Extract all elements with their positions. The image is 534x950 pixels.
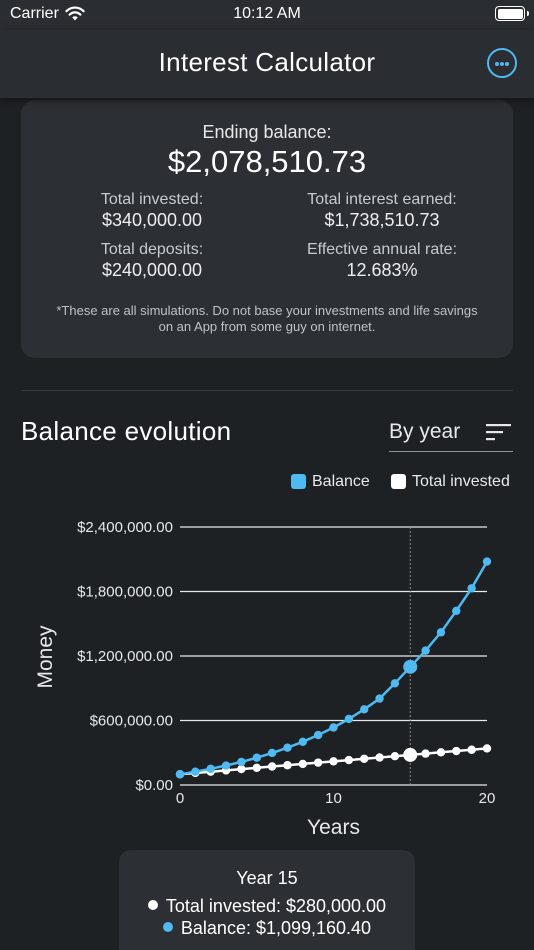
tooltip-invested-text: Total invested: $280,000.00 bbox=[165, 896, 387, 916]
invested-point bbox=[344, 755, 354, 765]
balance-point bbox=[375, 694, 384, 703]
invested-point bbox=[390, 751, 400, 761]
balance-point bbox=[298, 737, 307, 746]
balance-point bbox=[403, 659, 418, 674]
y-tick-label: $0.00 bbox=[135, 777, 173, 794]
y-tick-label: $2,400,000.00 bbox=[77, 519, 173, 536]
effective-rate-label: Effective annual rate: bbox=[306, 241, 458, 258]
summary-card: Ending balance: $2,078,510.73 Total inve… bbox=[21, 100, 513, 358]
legend-balance-swatch bbox=[291, 474, 306, 489]
y-tick-label: $1,200,000.00 bbox=[77, 648, 173, 665]
legend-balance[interactable]: Balance bbox=[291, 473, 381, 491]
invested-point bbox=[421, 749, 430, 758]
ending-balance-label: Ending balance: bbox=[202, 122, 332, 142]
legend-invested-swatch bbox=[391, 474, 406, 489]
y-tick-label: $1,800,000.00 bbox=[77, 584, 173, 601]
x-tick-label: 20 bbox=[479, 790, 496, 807]
section-divider bbox=[21, 390, 513, 391]
total-invested-value: $340,000.00 bbox=[101, 210, 203, 230]
invested-point bbox=[298, 759, 307, 769]
invested-dot-icon bbox=[147, 900, 158, 910]
status-bar: Carrier 10:12 AM bbox=[0, 0, 534, 30]
balance-point bbox=[436, 628, 446, 637]
chart-tooltip: Year 15 Total invested: $280,000.00 Bala… bbox=[119, 850, 415, 950]
y-axis-title: Money bbox=[34, 625, 57, 689]
invested-point bbox=[237, 764, 246, 774]
period-label: By year bbox=[389, 420, 461, 443]
invested-point bbox=[375, 753, 384, 762]
balance-point bbox=[191, 767, 200, 776]
balance-point bbox=[467, 584, 476, 593]
effective-rate-value: 12.683% bbox=[346, 260, 418, 280]
x-tick-label: 0 bbox=[176, 790, 184, 807]
x-tick-label: 10 bbox=[325, 790, 342, 807]
balance-point bbox=[360, 705, 369, 714]
balance-point bbox=[390, 679, 400, 688]
legend-invested[interactable]: Total invested bbox=[391, 473, 516, 491]
legend-invested-label: Total invested bbox=[412, 473, 510, 490]
disclaimer-line-1: *These are all simulations. Do not base … bbox=[56, 303, 478, 318]
period-selector[interactable]: By year bbox=[389, 420, 513, 452]
balance-chart[interactable]: $0.00 $600,000.00 $1,200,000.00 $1,800,000.… bbox=[0, 500, 534, 845]
carrier-label: Carrier bbox=[10, 5, 59, 22]
series-line-balance bbox=[179, 560, 489, 776]
page-title: Interest Calculator bbox=[158, 47, 376, 77]
invested-point bbox=[482, 744, 492, 753]
tooltip-title: Year 15 bbox=[236, 868, 298, 888]
balance-point bbox=[421, 646, 430, 655]
balance-point bbox=[237, 757, 246, 767]
balance-point bbox=[175, 770, 185, 779]
balance-dot-icon bbox=[162, 922, 173, 932]
balance-point bbox=[267, 748, 277, 758]
ending-balance-value: $2,078,510.73 bbox=[167, 144, 367, 179]
sort-icon bbox=[486, 424, 511, 441]
balance-point bbox=[452, 606, 461, 616]
nav-bar: Interest Calculator bbox=[0, 30, 534, 98]
tooltip-balance-text: Balance: $1,099,160.40 bbox=[180, 918, 372, 938]
invested-point bbox=[467, 745, 476, 754]
invested-point bbox=[252, 763, 261, 772]
section-title: Balance evolution bbox=[21, 416, 232, 446]
x-axis-title: Years bbox=[307, 816, 360, 839]
legend-balance-label: Balance bbox=[312, 473, 370, 490]
balance-point bbox=[206, 764, 215, 773]
balance-point bbox=[252, 753, 261, 762]
invested-point bbox=[360, 754, 369, 763]
total-interest-value: $1,738,510.73 bbox=[324, 210, 440, 230]
more-dot-icon bbox=[495, 62, 499, 66]
balance-point bbox=[221, 761, 231, 770]
balance-point bbox=[344, 714, 354, 724]
balance-point bbox=[313, 730, 323, 740]
total-deposits-label: Total deposits: bbox=[100, 241, 204, 258]
more-options-button[interactable] bbox=[487, 48, 517, 78]
invested-point bbox=[403, 747, 418, 762]
invested-point bbox=[452, 746, 461, 756]
more-dot-icon bbox=[505, 62, 509, 66]
wifi-icon bbox=[65, 6, 85, 21]
tooltip-invested-row: Total invested: $280,000.00 bbox=[119, 896, 415, 917]
invested-point bbox=[283, 761, 292, 770]
y-tick-label: $600,000.00 bbox=[90, 713, 173, 730]
balance-point bbox=[329, 723, 338, 732]
total-deposits-value: $240,000.00 bbox=[101, 260, 203, 280]
total-invested-label: Total invested: bbox=[100, 191, 204, 208]
more-dot-icon bbox=[500, 62, 504, 66]
invested-point bbox=[436, 748, 446, 757]
clock: 10:12 AM bbox=[233, 5, 301, 22]
balance-point bbox=[283, 743, 292, 752]
invested-point bbox=[313, 758, 323, 767]
balance-point bbox=[482, 557, 492, 566]
battery-icon bbox=[495, 6, 529, 21]
invested-point bbox=[329, 757, 338, 766]
disclaimer-line-2: on an App from some guy on internet. bbox=[158, 319, 376, 334]
total-interest-label: Total interest earned: bbox=[307, 191, 457, 208]
tooltip-balance-row: Balance: $1,099,160.40 bbox=[119, 918, 415, 939]
invested-point bbox=[267, 762, 277, 771]
